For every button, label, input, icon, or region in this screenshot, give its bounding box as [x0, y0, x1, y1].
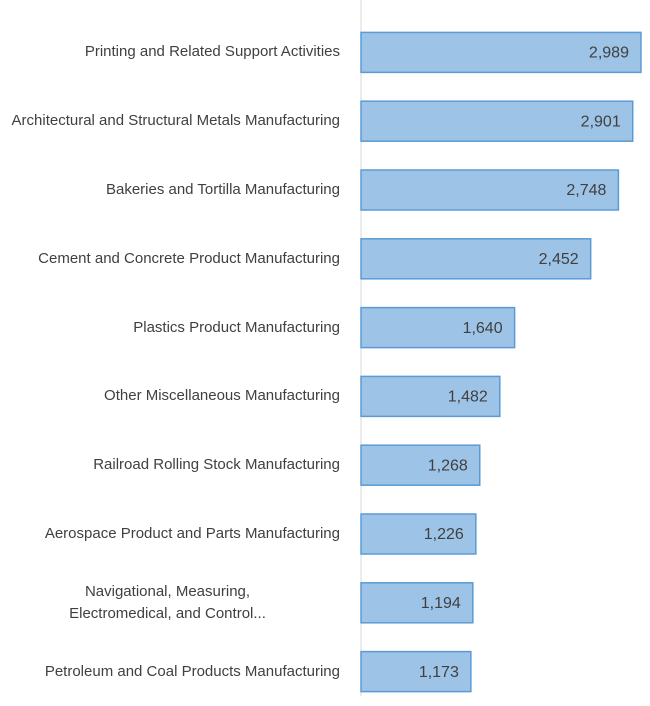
data-label: 1,173 [419, 664, 459, 681]
bar [360, 650, 472, 693]
y-tick-label: Architectural and Structural Metals Manu… [11, 112, 340, 130]
y-tick-label: Bakeries and Tortilla Manufacturing [105, 181, 340, 198]
category-label-box: Aerospace Product and Parts Manufacturin… [0, 509, 340, 559]
bar [360, 444, 481, 486]
data-label: 1,482 [448, 389, 488, 406]
bar [360, 100, 634, 142]
y-tick-label: Other Miscellaneous Manufacturing [104, 387, 340, 405]
data-label: 2,901 [581, 113, 621, 130]
y-tick-label: Railroad Rolling Stock Manufacturing [93, 456, 340, 474]
data-label: 1,226 [424, 526, 464, 543]
data-label: 1,640 [463, 320, 503, 337]
category-label-box: Other Miscellaneous Manufacturing [0, 371, 340, 421]
y-tick-label: Petroleum and Coal Products Manufacturin… [44, 662, 340, 680]
data-label: 1,194 [421, 595, 461, 612]
category-label-box: Plastics Product Manufacturing [0, 303, 340, 353]
bar [360, 306, 516, 349]
category-label-box: Navigational, Measuring, Electromedical,… [0, 578, 340, 628]
y-tick-label: Navigational, Measuring, Electromedical,… [69, 582, 266, 622]
category-label-box: Printing and Related Support Activities [0, 27, 340, 77]
category-label-box: Petroleum and Coal Products Manufacturin… [0, 647, 340, 697]
bar [360, 513, 477, 555]
data-label: 2,989 [589, 45, 629, 62]
bar [360, 31, 642, 74]
y-tick-label: Cement and Concrete Product Manufacturin… [38, 249, 340, 267]
y-tick-label: Printing and Related Support Activities [84, 43, 340, 61]
category-label-box: Railroad Rolling Stock Manufacturing [0, 440, 340, 490]
bar [360, 375, 501, 418]
y-tick-label: Plastics Product Manufacturing [133, 318, 340, 336]
category-label-box: Bakeries and Tortilla Manufacturing [0, 165, 340, 215]
data-label: 1,268 [428, 457, 468, 474]
category-label-box: Cement and Concrete Product Manufacturin… [0, 234, 340, 284]
bar [360, 238, 592, 280]
bar [360, 169, 620, 211]
data-label: 2,748 [566, 182, 606, 199]
category-label-box: Architectural and Structural Metals Manu… [0, 96, 340, 146]
bar [360, 582, 474, 624]
y-tick-label: Aerospace Product and Parts Manufacturin… [44, 525, 340, 542]
data-label: 2,452 [539, 251, 579, 268]
